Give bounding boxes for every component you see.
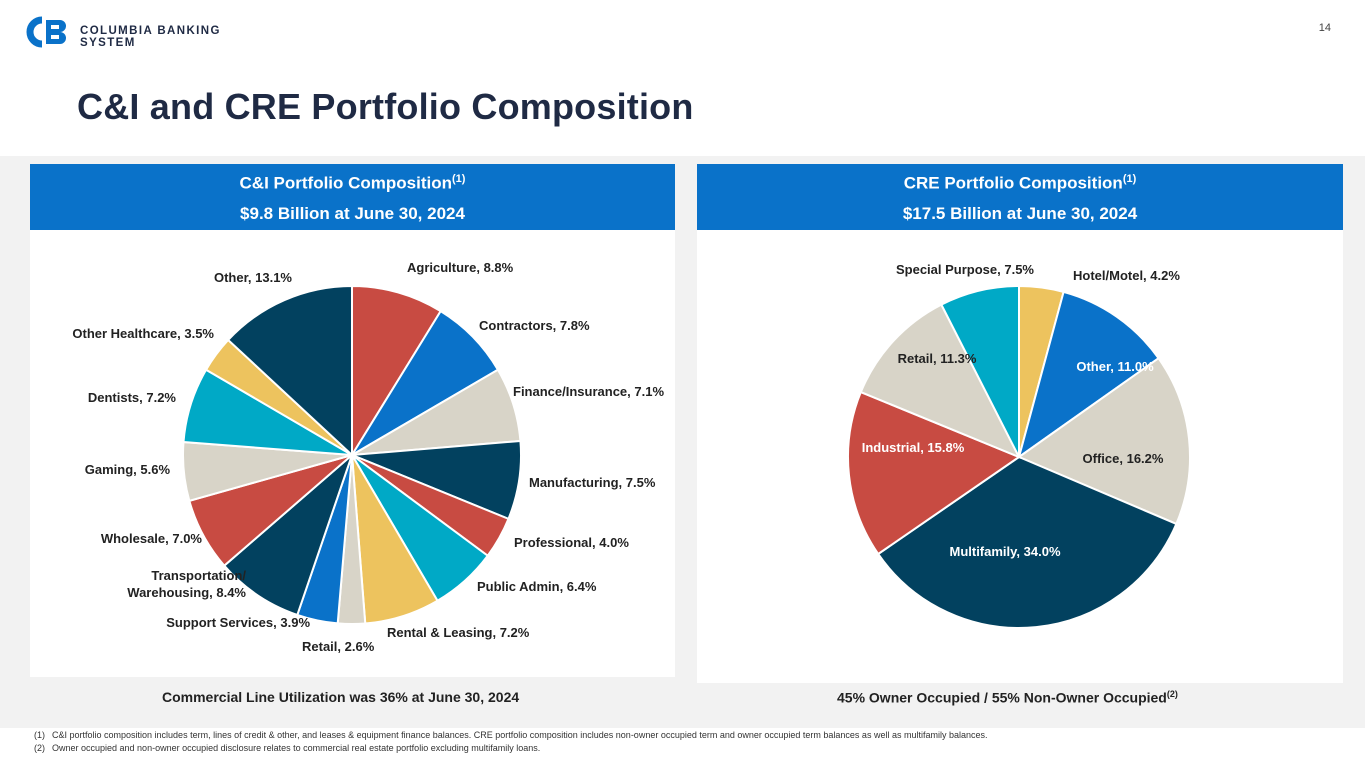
ci-heading: C&I Portfolio Composition(1) bbox=[239, 173, 466, 193]
slice-label: Hotel/Motel, 4.2% bbox=[1073, 268, 1180, 283]
pie-slice bbox=[226, 284, 353, 458]
pie-slice bbox=[940, 284, 1020, 458]
slice-label: Gaming, 5.6% bbox=[85, 462, 171, 477]
slice-label: Industrial, 15.8% bbox=[862, 440, 965, 455]
slice-label: Office, 16.2% bbox=[1083, 451, 1164, 466]
footnote-2: (2) Owner occupied and non-owner occupied… bbox=[34, 743, 541, 753]
ci-panel-header: C&I Portfolio Composition(1) $9.8 Billio… bbox=[30, 164, 675, 230]
slice-label: Dentists, 7.2% bbox=[88, 390, 177, 405]
slice-label: Wholesale, 7.0% bbox=[101, 531, 203, 546]
slice-label: Contractors, 7.8% bbox=[479, 318, 590, 333]
brand-logo: COLUMBIA BANKING SYSTEM bbox=[26, 16, 276, 49]
slice-label: Special Purpose, 7.5% bbox=[896, 262, 1034, 277]
slice-label: Multifamily, 34.0% bbox=[949, 544, 1060, 559]
pie-slice bbox=[1016, 356, 1191, 526]
ci-heading-note: (1) bbox=[452, 173, 466, 185]
cre-caption-note: (2) bbox=[1166, 689, 1178, 699]
brand-name: COLUMBIA BANKING SYSTEM bbox=[80, 25, 221, 49]
ci-panel: C&I Portfolio Composition(1) $9.8 Billio… bbox=[30, 164, 675, 677]
slice-label: Retail, 2.6% bbox=[302, 639, 375, 654]
page-number: 14 bbox=[1318, 22, 1331, 34]
slice-label: Transportation/Warehousing, 8.4% bbox=[127, 568, 246, 600]
slice-label: Manufacturing, 7.5% bbox=[529, 475, 656, 490]
slice-label: Rental & Leasing, 7.2% bbox=[387, 625, 530, 640]
slice-label: Other Healthcare, 3.5% bbox=[72, 326, 214, 341]
ci-caption: Commercial Line Utilization was 36% at J… bbox=[162, 689, 520, 705]
cre-subheading: $17.5 Billion at June 30, 2024 bbox=[902, 204, 1138, 223]
columbia-logo-icon bbox=[26, 16, 66, 48]
footnotes: (1) C&I portfolio composition includes te… bbox=[34, 729, 987, 755]
slice-label: Agriculture, 8.8% bbox=[407, 260, 514, 275]
cre-heading: CRE Portfolio Composition(1) bbox=[903, 173, 1137, 193]
pie-slice bbox=[351, 284, 443, 459]
cre-panel-header: CRE Portfolio Composition(1) $17.5 Billi… bbox=[697, 164, 1343, 230]
ci-pie-chart: Agriculture, 8.8% Contractors, 7.8% Financ… bbox=[72, 260, 664, 654]
ci-subheading: $9.8 Billion at June 30, 2024 bbox=[240, 204, 465, 223]
pie-slice bbox=[876, 455, 1178, 629]
cre-pie-chart: Hotel/Motel, 4.2% Other, 11.0% Office, 16.… bbox=[847, 262, 1191, 629]
page-title: C&I and CRE Portfolio Composition bbox=[77, 86, 694, 127]
cre-caption: 45% Owner Occupied / 55% Non-Owner Occup… bbox=[837, 689, 1178, 706]
cre-panel: CRE Portfolio Composition(1) $17.5 Billi… bbox=[697, 164, 1343, 683]
slice-label: Other, 13.1% bbox=[214, 270, 292, 285]
slice-label: Professional, 4.0% bbox=[514, 535, 629, 550]
slice-label: Support Services, 3.9% bbox=[166, 615, 310, 630]
pie-slice bbox=[859, 303, 1022, 459]
slice-label: Other, 11.0% bbox=[1076, 359, 1154, 374]
pie-slice bbox=[847, 390, 1022, 556]
cre-heading-note: (1) bbox=[1122, 173, 1137, 185]
footnote-1: (1) C&I portfolio composition includes te… bbox=[34, 730, 988, 740]
slice-label: Finance/Insurance, 7.1% bbox=[513, 384, 664, 399]
slice-label: Public Admin, 6.4% bbox=[477, 579, 597, 594]
slice-label: Retail, 11.3% bbox=[898, 351, 977, 366]
pie-slice bbox=[1017, 290, 1160, 460]
pie-slice bbox=[222, 451, 355, 617]
